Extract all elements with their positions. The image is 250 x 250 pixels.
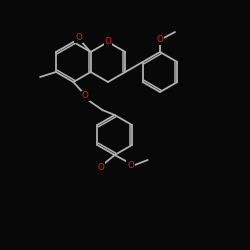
Text: O: O	[97, 162, 104, 172]
Text: O: O	[104, 38, 112, 46]
Text: O: O	[127, 160, 134, 170]
Text: O: O	[75, 34, 82, 42]
Text: O: O	[82, 92, 89, 100]
Text: O: O	[156, 36, 164, 44]
